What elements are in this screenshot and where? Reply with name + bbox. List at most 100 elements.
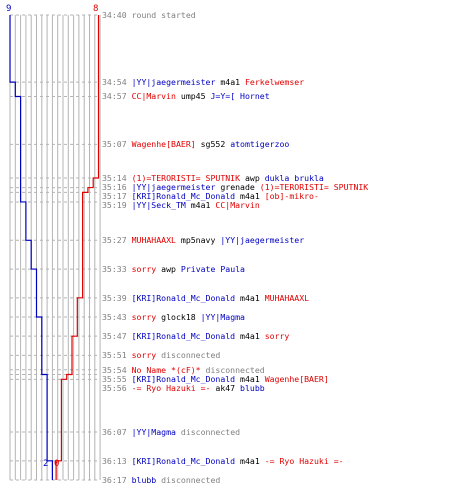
event-player: Wagenhe[BAER]: [264, 373, 329, 384]
event-player: [KRI]Ronald_Mc_Donald: [131, 373, 236, 384]
event-row: 35:54 No Name *(cF)* disconnected: [102, 365, 265, 375]
event-player: MUHAHAAXL: [264, 292, 310, 303]
event-weapon: m4a1: [235, 373, 265, 384]
event-status: disconnected: [175, 427, 241, 438]
event-player: Wagenhe[BAER]: [131, 139, 196, 150]
event-weapon: awp: [240, 172, 265, 183]
event-row: 35:19 |YY|Seck_TM m4a1 CC|Marvin: [102, 200, 260, 210]
event-player: J=Y=[ Hornet: [210, 91, 270, 102]
event-time: 35:33: [102, 264, 127, 275]
blue-team-alive-line: [9, 15, 53, 480]
event-time: 34:40: [102, 10, 127, 20]
event-player: [KRI]Ronald_Mc_Donald: [131, 292, 236, 303]
event-time: 35:27: [102, 235, 127, 246]
event-weapon: mp5navy: [175, 235, 221, 246]
blue-end-count: 2: [43, 459, 48, 469]
event-time: 35:51: [102, 350, 127, 361]
event-time: 35:07: [102, 139, 127, 150]
event-row: 35:17 [KRI]Ronald_Mc_Donald m4a1 [ob]-mi…: [102, 191, 319, 201]
event-row: 35:55 [KRI]Ronald_Mc_Donald m4a1 Wagenhe…: [102, 374, 329, 384]
player-grid-lines: [9, 15, 101, 480]
blue-start-count: 9: [6, 4, 11, 14]
red-end-count: 0: [54, 459, 59, 469]
event-row: 35:14 (1)=TERORISTI= SPUTNIK awp dukla b…: [102, 173, 324, 183]
event-weapon: grenade: [215, 181, 260, 192]
event-player: |YY|jaegermeister: [131, 181, 216, 192]
event-time: 35:16: [102, 181, 127, 192]
event-weapon: ak47: [210, 382, 241, 393]
event-player: blubb: [240, 382, 265, 393]
event-time: 36:07: [102, 427, 127, 438]
event-row: 36:13 [KRI]Ronald_Mc_Donald m4a1 -= Ryo …: [102, 456, 344, 466]
event-player: sorry: [131, 264, 157, 275]
event-weapon: m4a1: [185, 199, 216, 210]
event-player: Private Paula: [180, 264, 245, 275]
event-weapon: sg552: [195, 139, 231, 150]
event-player: sorry: [131, 312, 157, 322]
event-player: [KRI]Ronald_Mc_Donald: [131, 331, 236, 342]
event-row: 35:47 [KRI]Ronald_Mc_Donald m4a1 sorry: [102, 331, 289, 341]
event-time: 34:57: [102, 91, 127, 102]
event-weapon: glock18: [156, 312, 201, 322]
event-player: (1)=TERORISTI= SPUTNIK: [259, 181, 369, 192]
event-status: disconnected: [156, 350, 221, 361]
event-player: CC|Marvin: [131, 91, 176, 102]
event-player: -= Ryo Hazuki =-: [264, 455, 344, 466]
event-weapon: m4a1: [235, 190, 265, 201]
event-time: 35:17: [102, 190, 127, 201]
event-row: 36:07 |YY|Magma disconnected: [102, 427, 240, 437]
event-player: Ferkelwemser: [244, 77, 305, 88]
event-player: MUHAHAAXL: [131, 235, 176, 246]
event-row: 35:43 sorry glock18 |YY|Magma: [102, 312, 245, 322]
event-time: 36:13: [102, 455, 127, 466]
event-status: disconnected: [200, 364, 265, 375]
event-player: |YY|Magma: [131, 427, 176, 438]
event-weapon: m4a1: [235, 455, 265, 466]
event-row: 34:57 CC|Marvin ump45 J=Y=[ Hornet: [102, 91, 270, 101]
event-row: 35:07 Wagenhe[BAER] sg552 atomtigerzoo: [102, 139, 289, 149]
event-player: |YY|Seck_TM: [131, 199, 186, 210]
event-row: 35:33 sorry awp Private Paula: [102, 264, 245, 274]
event-time: 34:54: [102, 77, 127, 88]
event-time: 35:19: [102, 199, 127, 210]
red-team-alive-line: [55, 15, 100, 480]
event-player: blubb: [131, 475, 157, 485]
event-player: No Name *(cF)*: [131, 364, 201, 375]
event-row: 35:56 -= Ryo Hazuki =- ak47 blubb: [102, 383, 265, 393]
event-time: 35:43: [102, 312, 127, 322]
event-player: CC|Marvin: [215, 199, 260, 210]
red-start-count: 8: [93, 4, 98, 14]
event-weapon: m4a1: [235, 292, 265, 303]
event-time: 35:39: [102, 292, 127, 303]
event-player: |YY|Magma: [200, 312, 245, 322]
event-row: 34:54 |YY|jaegermeister m4a1 Ferkelwemse…: [102, 77, 304, 87]
event-weapon: ump45: [175, 91, 211, 102]
event-player: (1)=TERORISTI= SPUTNIK: [131, 172, 241, 183]
event-player: |YY|jaegermeister: [131, 77, 216, 88]
event-dash-lines: [10, 14, 100, 481]
event-row: 35:39 [KRI]Ronald_Mc_Donald m4a1 MUHAHAA…: [102, 293, 309, 303]
event-player: -= Ryo Hazuki =-: [131, 382, 211, 393]
event-player: dukla brukla: [264, 172, 324, 183]
event-row: 35:51 sorry disconnected: [102, 350, 220, 360]
event-status: disconnected: [156, 475, 221, 485]
event-row: 35:16 |YY|jaegermeister grenade (1)=TERO…: [102, 182, 368, 192]
event-player: [KRI]Ronald_Mc_Donald: [131, 190, 236, 201]
event-weapon: m4a1: [215, 77, 245, 88]
event-time: 35:14: [102, 172, 127, 183]
event-row: 36:17 blubb disconnected: [102, 475, 220, 485]
event-row: 35:27 MUHAHAAXL mp5navy |YY|jaegermeiste…: [102, 235, 304, 245]
event-player: |YY|jaegermeister: [220, 235, 305, 246]
event-weapon: m4a1: [235, 331, 265, 342]
event-time: 35:56: [102, 382, 127, 393]
event-player: [ob]-mikro-: [264, 190, 319, 201]
event-time: 36:17: [102, 475, 127, 485]
event-weapon: awp: [156, 264, 181, 275]
event-row: 34:40 round started: [102, 10, 196, 20]
event-player: atomtigerzoo: [230, 139, 290, 150]
event-player: sorry: [131, 350, 157, 361]
event-status: round started: [131, 10, 196, 20]
event-time: 35:47: [102, 331, 127, 342]
event-time: 35:54: [102, 364, 127, 375]
